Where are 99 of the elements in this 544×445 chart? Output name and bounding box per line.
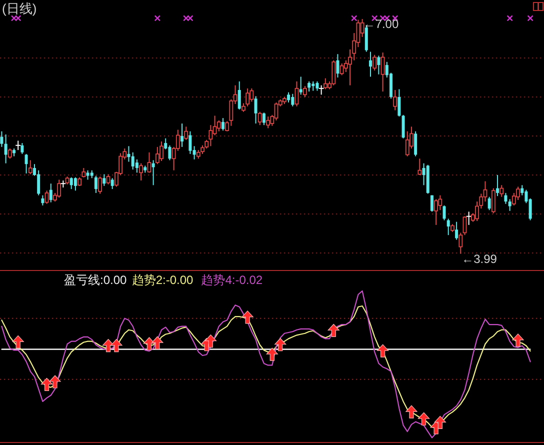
candlestick	[340, 62, 344, 76]
point	[266, 348, 278, 361]
point	[376, 344, 389, 358]
candlestick	[135, 158, 138, 174]
point	[242, 310, 254, 324]
candlestick	[184, 126, 188, 140]
annotation: ←7.00	[363, 17, 399, 31]
point	[49, 375, 61, 388]
point	[418, 412, 430, 426]
candlestick	[287, 92, 290, 103]
candlestick	[491, 188, 496, 214]
candlestick	[147, 152, 152, 174]
candlestick	[458, 232, 463, 254]
candlestick	[291, 93, 294, 107]
candlestick	[508, 198, 512, 212]
point	[102, 338, 114, 352]
chart-title: (日线)	[2, 1, 37, 16]
candlestick	[299, 76, 302, 96]
point	[434, 416, 446, 429]
candlestick	[455, 221, 458, 240]
candlestick	[308, 80, 311, 92]
point	[110, 338, 122, 352]
candlestick	[28, 160, 32, 175]
candlestick	[8, 148, 12, 160]
candlestick	[82, 167, 86, 178]
point	[274, 338, 286, 352]
candlestick	[86, 170, 90, 180]
candlestick	[434, 198, 438, 226]
candlestick	[316, 80, 319, 92]
text: 盈亏线:0.00	[64, 273, 128, 287]
candlestick	[0, 130, 4, 148]
text: 趋势4:-0.02	[201, 273, 263, 287]
candlestick	[160, 140, 164, 162]
candlestick	[41, 194, 44, 206]
candlestick	[442, 204, 446, 221]
candlestick	[393, 89, 398, 111]
candlestick	[405, 130, 410, 157]
candlestick	[430, 194, 434, 212]
candlestick	[221, 118, 224, 132]
candlestick	[180, 123, 184, 148]
candlestick	[262, 112, 266, 126]
point	[328, 324, 340, 338]
candlestick	[98, 176, 102, 194]
candlestick	[332, 60, 336, 86]
candlestick	[4, 134, 8, 164]
candlestick	[216, 120, 221, 132]
candlestick	[372, 54, 377, 71]
text: 趋势2:-0.00	[132, 273, 194, 287]
point	[512, 334, 524, 347]
candlestick	[398, 88, 401, 118]
candlestick	[254, 96, 258, 124]
candlestick	[37, 170, 40, 196]
candlestick	[302, 86, 307, 98]
candlestick	[139, 162, 143, 181]
candlestick	[274, 102, 278, 121]
candlestick	[446, 218, 450, 236]
point	[204, 334, 216, 348]
candlestick	[212, 115, 217, 136]
candlestick	[208, 124, 213, 147]
candlestick	[250, 88, 254, 102]
candlestick	[70, 176, 73, 190]
candlestick	[168, 144, 172, 161]
candlestick	[380, 52, 385, 92]
candlestick	[488, 196, 491, 211]
candlestick	[49, 183, 52, 203]
point	[406, 405, 418, 418]
candlestick	[106, 174, 110, 185]
candlestick	[323, 78, 328, 90]
candlestick	[94, 175, 98, 194]
candlestick	[414, 130, 418, 157]
candlestick	[102, 174, 106, 186]
candlestick	[24, 153, 28, 174]
candlestick	[368, 51, 372, 78]
candlestick	[312, 80, 315, 92]
candlestick	[336, 54, 340, 78]
candlestick	[504, 192, 508, 204]
candlestick	[258, 111, 262, 126]
candlestick	[20, 142, 24, 154]
candlestick	[131, 152, 134, 170]
candlestick	[266, 116, 270, 129]
candlestick	[483, 180, 488, 202]
candlestick	[238, 80, 241, 110]
candlestick	[127, 146, 130, 162]
point	[143, 337, 156, 350]
candlestick	[402, 114, 405, 139]
candlestick	[57, 179, 62, 198]
annotation: ←3.99	[462, 252, 498, 266]
point	[12, 335, 24, 349]
candlestick	[418, 158, 422, 176]
candlestick	[110, 178, 114, 190]
candlestick	[188, 130, 192, 154]
candlestick	[74, 176, 77, 192]
point	[40, 378, 53, 391]
candlestick	[44, 190, 49, 204]
point	[152, 336, 164, 350]
candlestick	[377, 55, 380, 75]
candlestick	[496, 174, 500, 197]
candlestick	[500, 184, 504, 198]
candlestick	[294, 80, 299, 107]
